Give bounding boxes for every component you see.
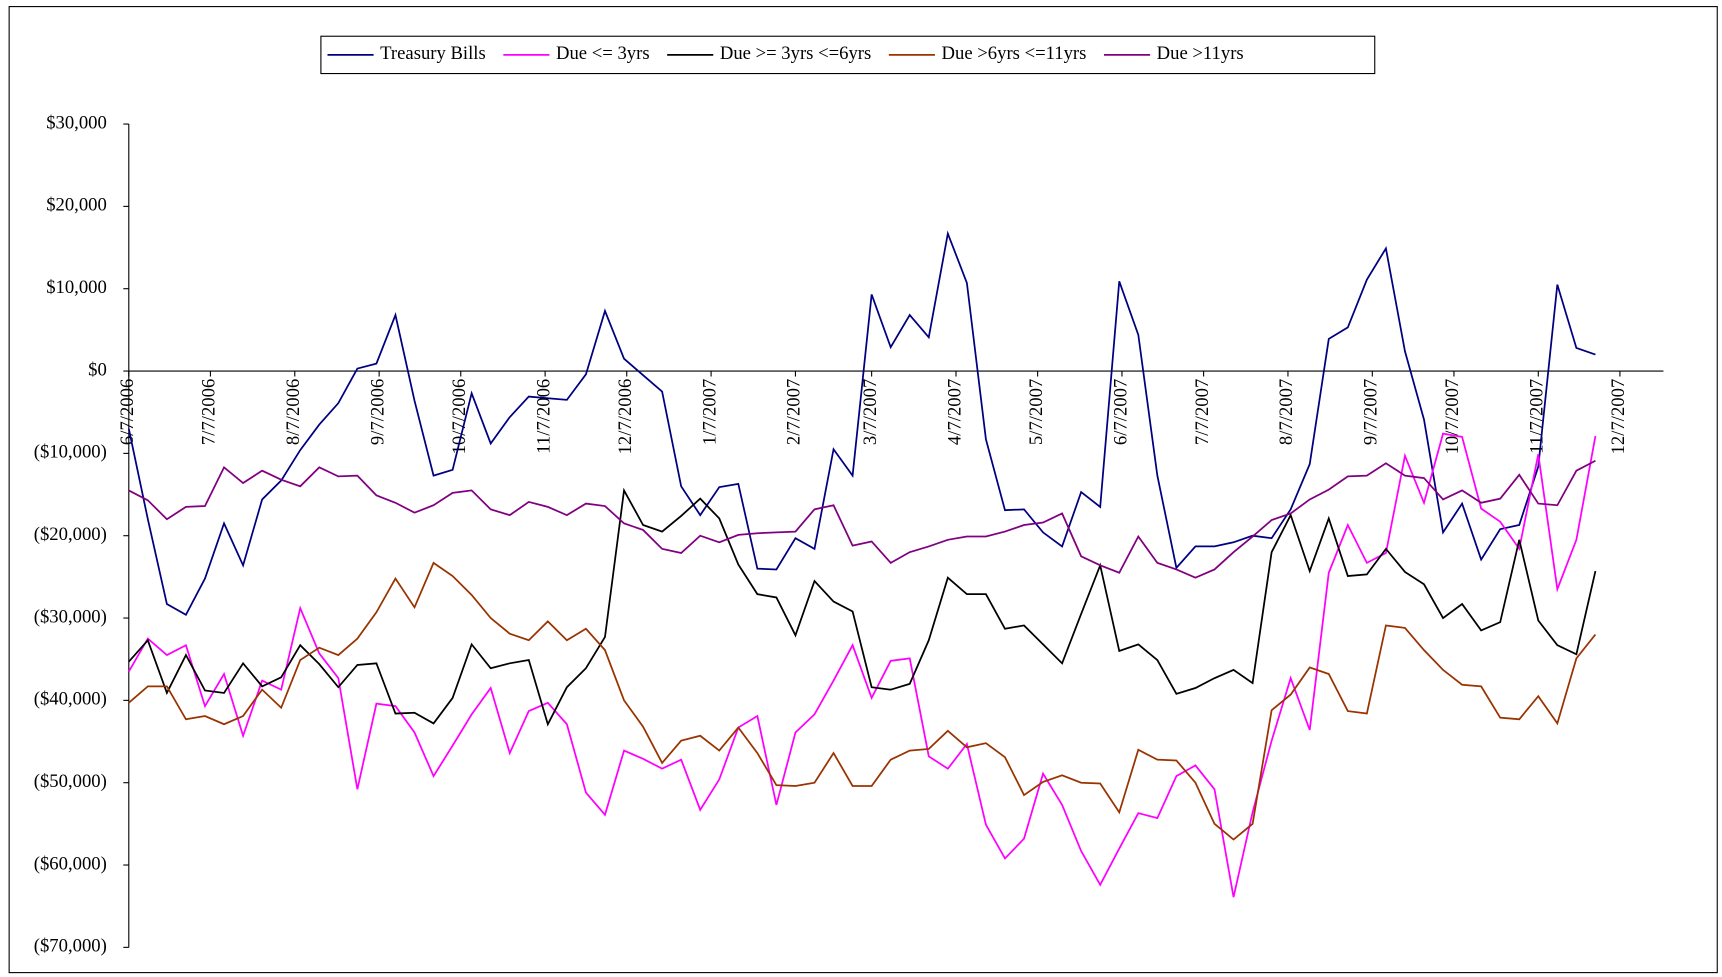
legend-label: Due <= 3yrs	[556, 43, 650, 64]
x-tick-label: 4/7/2007	[944, 379, 965, 445]
series-line	[128, 561, 1597, 841]
x-tick-label: 9/7/2007	[1361, 379, 1382, 445]
y-tick-label: $10,000	[46, 277, 107, 298]
y-tick-label: ($20,000)	[34, 524, 107, 545]
x-tick-label: 12/7/2006	[615, 379, 636, 455]
legend-label: Due >= 3yrs <=6yrs	[720, 43, 871, 64]
y-tick-label: $20,000	[46, 195, 107, 216]
x-tick-label: 8/7/2007	[1276, 379, 1297, 445]
x-tick-label: 7/7/2006	[199, 379, 220, 445]
y-tick-label: ($40,000)	[34, 689, 107, 710]
y-tick-label: ($70,000)	[34, 936, 107, 957]
y-tick-label: ($60,000)	[34, 853, 107, 874]
x-tick-label: 6/7/2006	[117, 379, 138, 445]
legend-label: Due >6yrs <=11yrs	[942, 43, 1087, 64]
y-tick-label: ($50,000)	[34, 771, 107, 792]
chart-frame	[8, 6, 1718, 974]
y-tick-label: $30,000	[46, 112, 107, 133]
y-tick-label: $0	[88, 359, 107, 380]
y-tick-label: ($10,000)	[34, 442, 107, 463]
x-tick-label: 7/7/2007	[1192, 379, 1213, 445]
x-tick-label: 3/7/2007	[860, 379, 881, 445]
x-tick-label: 10/7/2006	[449, 379, 470, 455]
series-line	[128, 432, 1597, 898]
x-tick-label: 2/7/2007	[784, 379, 805, 445]
x-tick-label: 11/7/2006	[533, 379, 554, 454]
x-tick-label: 1/7/2007	[699, 379, 720, 445]
x-tick-label: 6/7/2007	[1110, 379, 1131, 445]
series-line	[128, 460, 1596, 579]
legend-box	[320, 35, 1376, 75]
legend-label: Due >11yrs	[1157, 43, 1244, 64]
x-tick-label: 12/7/2007	[1608, 379, 1629, 455]
x-tick-label: 8/7/2006	[283, 379, 304, 445]
legend-label: Treasury Bills	[380, 43, 486, 64]
x-tick-label: 5/7/2007	[1026, 379, 1047, 445]
legend: Treasury Bills Due <= 3yrs Due >= 3yrs <=6…	[327, 43, 1244, 64]
y-tick-label: ($30,000)	[34, 606, 107, 627]
x-tick-label: 10/7/2007	[1442, 379, 1463, 455]
x-tick-label: 9/7/2006	[367, 379, 388, 445]
series-line	[128, 487, 1597, 727]
series-line	[127, 230, 1596, 616]
